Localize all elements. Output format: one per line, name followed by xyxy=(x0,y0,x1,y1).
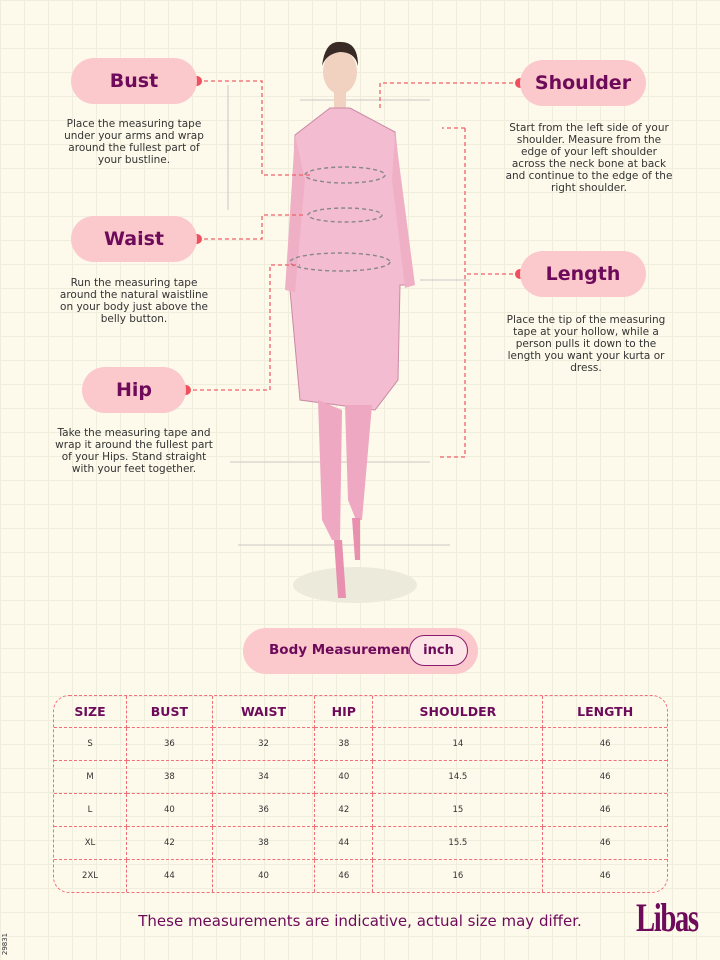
length-description: Place the tip of the measuring tape at y… xyxy=(506,314,666,374)
table-cell: 34 xyxy=(212,761,316,794)
table-cell: 14 xyxy=(373,728,544,761)
table-row: M 38 34 40 14.5 46 xyxy=(54,761,667,794)
table-cell: 15.5 xyxy=(373,827,544,860)
table-cell: 44 xyxy=(127,860,213,892)
table-cell: 46 xyxy=(543,761,667,794)
table-cell: 16 xyxy=(373,860,544,892)
table-row: XL 42 38 44 15.5 46 xyxy=(54,827,667,860)
table-cell: 36 xyxy=(212,794,316,827)
table-cell: 38 xyxy=(315,728,374,761)
column-header: WAIST xyxy=(212,696,316,728)
table-cell: 2XL xyxy=(54,860,128,892)
table-cell: 38 xyxy=(212,827,316,860)
body-measurement-header: Body Measurement inch xyxy=(243,628,478,674)
waist-label-pill: Waist xyxy=(71,216,197,262)
shoulder-description: Start from the left side of your shoulde… xyxy=(505,122,673,194)
table-cell: S xyxy=(54,728,128,761)
table-cell: 46 xyxy=(543,827,667,860)
hip-label-pill: Hip xyxy=(82,367,186,413)
table-cell: 14.5 xyxy=(373,761,544,794)
table-cell: 46 xyxy=(315,860,374,892)
table-cell: 36 xyxy=(127,728,213,761)
table-row: L 40 36 42 15 46 xyxy=(54,794,667,827)
table-cell: L xyxy=(54,794,128,827)
disclaimer-note: These measurements are indicative, actua… xyxy=(138,912,582,930)
waist-description: Run the measuring tape around the natura… xyxy=(59,277,209,325)
column-header: HIP xyxy=(315,696,374,728)
bust-label-pill: Bust xyxy=(71,58,197,104)
table-cell: 44 xyxy=(315,827,374,860)
length-label-pill: Length xyxy=(520,251,646,297)
figure-illustration xyxy=(181,41,525,603)
bust-description: Place the measuring tape under your arms… xyxy=(64,118,204,166)
table-cell: 46 xyxy=(543,728,667,761)
table-cell: 40 xyxy=(315,761,374,794)
table-cell: 38 xyxy=(127,761,213,794)
column-header: SHOULDER xyxy=(373,696,544,728)
table-row: S 36 32 38 14 46 xyxy=(54,728,667,761)
table-cell: XL xyxy=(54,827,128,860)
product-code: 29831 xyxy=(1,932,10,956)
table-row: 2XL 44 40 46 16 46 xyxy=(54,860,667,892)
body-measurement-label: Body Measurement xyxy=(269,642,417,658)
table-cell: 15 xyxy=(373,794,544,827)
table-cell: M xyxy=(54,761,128,794)
column-header: LENGTH xyxy=(543,696,667,728)
table-cell: 46 xyxy=(599,871,611,881)
brand-logo: Libas xyxy=(636,895,699,940)
hip-description: Take the measuring tape and wrap it arou… xyxy=(55,427,213,475)
table-cell: 40 xyxy=(127,794,213,827)
column-header: SIZE xyxy=(54,696,128,728)
column-header: BUST xyxy=(127,696,213,728)
table-cell: 42 xyxy=(315,794,374,827)
unit-toggle[interactable]: inch xyxy=(409,635,468,666)
table-cell: 40 xyxy=(213,860,316,892)
size-chart-table: SIZE BUST WAIST HIP SHOULDER LENGTH S 36 32 38 14… xyxy=(53,695,668,893)
table-cell: 46 xyxy=(543,794,667,827)
table-cell: 42 xyxy=(127,827,213,860)
shoulder-label-pill: Shoulder xyxy=(520,60,646,106)
table-cell: 32 xyxy=(212,728,316,761)
